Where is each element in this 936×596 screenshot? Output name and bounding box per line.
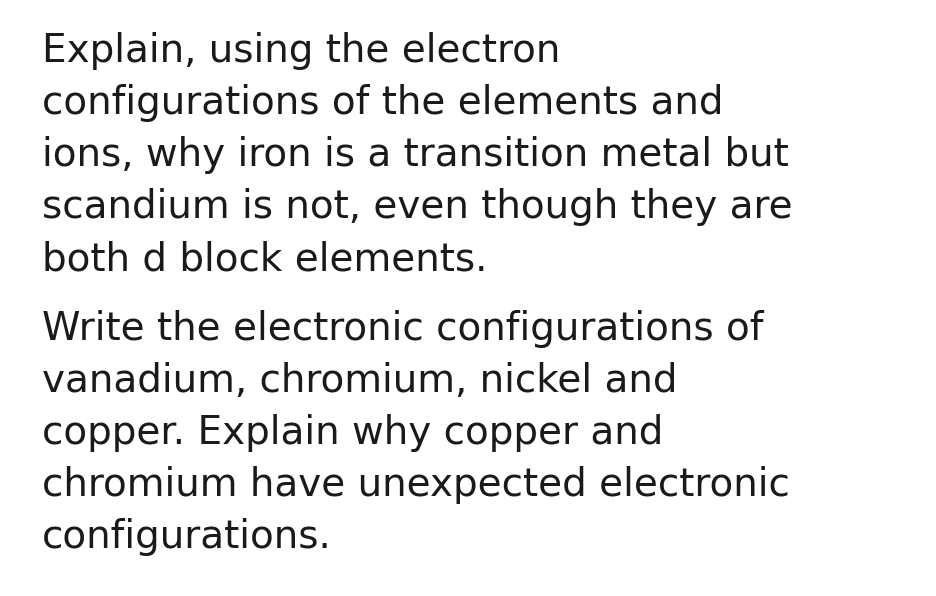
Text: vanadium, chromium, nickel and: vanadium, chromium, nickel and: [42, 362, 677, 400]
Text: scandium is not, even though they are: scandium is not, even though they are: [42, 188, 792, 226]
Text: copper. Explain why copper and: copper. Explain why copper and: [42, 414, 663, 452]
Text: Explain, using the electron: Explain, using the electron: [42, 32, 560, 70]
Text: both d block elements.: both d block elements.: [42, 240, 487, 278]
Text: configurations.: configurations.: [42, 518, 331, 556]
Text: configurations of the elements and: configurations of the elements and: [42, 84, 723, 122]
Text: ions, why iron is a transition metal but: ions, why iron is a transition metal but: [42, 136, 788, 174]
Text: Write the electronic configurations of: Write the electronic configurations of: [42, 310, 763, 348]
Text: chromium have unexpected electronic: chromium have unexpected electronic: [42, 466, 789, 504]
